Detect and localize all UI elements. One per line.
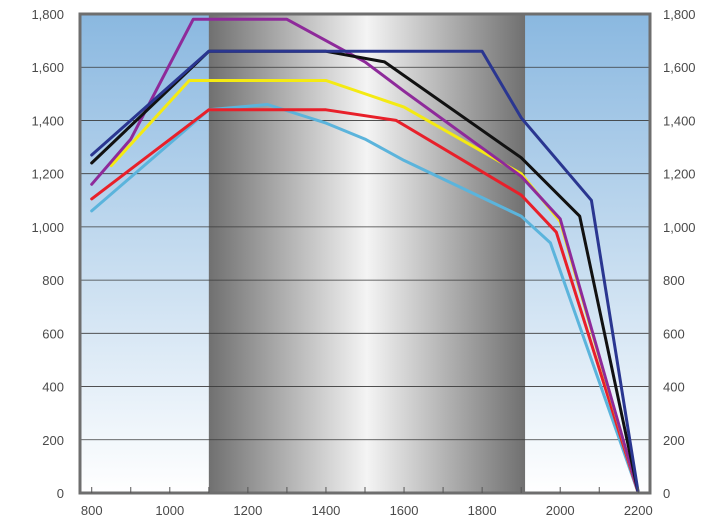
series-line-2	[90, 108, 640, 495]
y-tick-label-right: 1,800	[663, 7, 696, 22]
x-tick-label: 1600	[390, 503, 419, 518]
y-tick-label-left: 1,400	[31, 113, 64, 128]
y-tick-label-left: 1,600	[31, 60, 64, 75]
y-tick-label-right: 1,400	[663, 113, 696, 128]
x-tick-label: 1800	[468, 503, 497, 518]
series-line-6	[90, 49, 640, 495]
series-line-4	[90, 17, 640, 495]
y-tick-label-left: 0	[57, 486, 64, 501]
y-tick-label-left: 400	[42, 380, 64, 395]
x-tick-label: 1000	[155, 503, 184, 518]
x-tick-label: 1200	[233, 503, 262, 518]
x-tick-label: 2000	[546, 503, 575, 518]
y-tick-label-right: 800	[663, 273, 685, 288]
gridlines	[80, 66, 650, 441]
x-tick-label: 1400	[311, 503, 340, 518]
y-tick-label-right: 0	[663, 486, 670, 501]
highlight-band	[208, 14, 526, 493]
y-tick-label-right: 400	[663, 380, 685, 395]
x-tick-label: 800	[81, 503, 103, 518]
y-tick-label-left: 1,200	[31, 167, 64, 182]
y-tick-label-left: 1,800	[31, 7, 64, 22]
y-tick-label-left: 600	[42, 326, 64, 341]
series-lines	[90, 17, 640, 495]
x-axis: 800 1000 1200 1400 1600 1800 2000 2200	[81, 487, 653, 518]
y-tick-label-left: 1,000	[31, 220, 64, 235]
y-axis: 0 0 200 200 400 400 600 600 800 800 1,000 1,000 1,20…	[31, 7, 695, 501]
y-tick-label-right: 600	[663, 326, 685, 341]
series-line-1	[90, 103, 640, 495]
y-tick-label-left: 800	[42, 273, 64, 288]
y-tick-label-left: 200	[42, 433, 64, 448]
y-tick-label-right: 200	[663, 433, 685, 448]
y-tick-label-right: 1,600	[663, 60, 696, 75]
y-tick-label-right: 1,000	[663, 220, 696, 235]
y-tick-label-right: 1,200	[663, 167, 696, 182]
x-tick-label: 2200	[624, 503, 653, 518]
